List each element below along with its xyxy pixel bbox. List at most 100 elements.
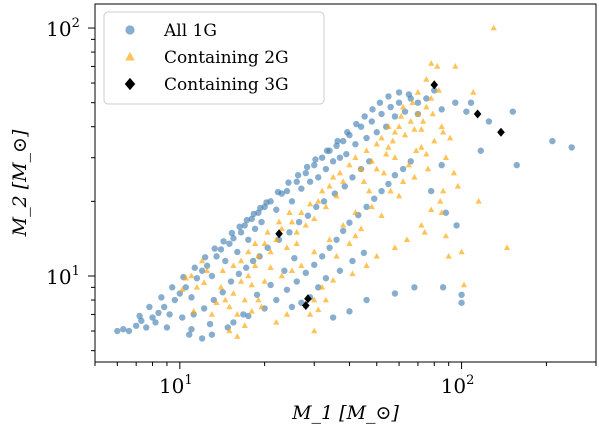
data-point xyxy=(423,76,430,82)
data-point xyxy=(203,267,211,274)
y-tick-exponent: 2 xyxy=(72,16,80,31)
data-point xyxy=(475,197,482,204)
x-tick-label: 102 xyxy=(441,373,475,398)
data-point xyxy=(411,173,418,180)
x-tick-base: 10 xyxy=(159,374,184,398)
data-point xyxy=(211,245,218,252)
data-point xyxy=(414,99,422,106)
data-point xyxy=(391,154,399,160)
data-point xyxy=(423,150,430,157)
legend-label: Containing 2G xyxy=(164,48,289,68)
data-point xyxy=(303,163,311,171)
data-point xyxy=(458,248,465,255)
data-point xyxy=(399,165,407,173)
data-point xyxy=(373,252,380,259)
data-point xyxy=(363,147,370,154)
x-tick-exponent: 2 xyxy=(466,373,474,388)
data-point xyxy=(399,178,407,185)
data-point xyxy=(294,171,302,179)
data-point xyxy=(281,267,288,274)
data-point xyxy=(385,144,392,150)
data-point xyxy=(240,311,247,318)
data-point xyxy=(326,236,333,243)
data-point xyxy=(322,274,330,282)
data-point xyxy=(241,296,248,303)
data-point xyxy=(395,192,403,199)
data-point xyxy=(286,209,293,215)
data-point xyxy=(230,235,237,242)
data-point xyxy=(198,267,206,274)
data-point xyxy=(421,228,428,235)
data-point xyxy=(418,221,425,228)
data-point xyxy=(458,291,465,298)
data-point xyxy=(273,296,280,304)
data-point xyxy=(243,216,251,224)
data-point xyxy=(430,80,439,90)
data-point xyxy=(306,200,314,207)
data-point xyxy=(219,289,226,296)
data-point xyxy=(333,236,340,243)
data-point xyxy=(248,281,255,288)
data-point xyxy=(385,93,392,100)
data-point xyxy=(261,278,268,284)
data-point xyxy=(311,215,318,222)
data-point xyxy=(470,88,477,95)
x-tick-exponent: 1 xyxy=(184,373,192,388)
data-point xyxy=(245,312,252,320)
data-point xyxy=(357,165,365,172)
data-point xyxy=(193,283,201,290)
data-point xyxy=(201,279,208,285)
data-point xyxy=(340,178,347,185)
data-point xyxy=(227,278,235,285)
data-point xyxy=(318,154,326,161)
data-point xyxy=(188,326,195,333)
data-point xyxy=(329,314,337,321)
data-point xyxy=(397,113,405,119)
data-point xyxy=(452,63,459,69)
data-point xyxy=(378,187,385,195)
data-point xyxy=(340,221,347,228)
data-point xyxy=(334,137,341,145)
data-point xyxy=(346,240,353,246)
data-point xyxy=(315,306,322,313)
data-point xyxy=(258,303,265,310)
data-point xyxy=(346,308,353,315)
data-point xyxy=(208,310,216,317)
data-point xyxy=(357,123,365,130)
data-point xyxy=(453,222,460,229)
data-point xyxy=(193,274,201,282)
data-point xyxy=(322,296,330,303)
data-point xyxy=(413,147,420,154)
data-point xyxy=(304,294,312,304)
data-point xyxy=(399,103,407,110)
data-point xyxy=(263,199,270,206)
data-point xyxy=(190,307,197,314)
y-tick-label: 101 xyxy=(46,264,80,289)
data-point xyxy=(329,276,337,283)
data-point xyxy=(346,161,353,168)
data-point xyxy=(143,324,150,331)
data-point xyxy=(257,204,264,212)
data-point xyxy=(333,252,340,259)
legend: All 1G Containing 2G Containing 3G xyxy=(103,11,325,105)
data-point xyxy=(391,113,399,120)
data-point xyxy=(302,221,309,228)
data-point xyxy=(311,161,318,169)
data-point xyxy=(437,197,444,204)
data-point xyxy=(497,127,505,137)
data-point xyxy=(366,187,373,194)
data-point xyxy=(293,240,300,246)
data-point xyxy=(275,229,283,239)
y-tick-base: 10 xyxy=(46,17,71,41)
data-point xyxy=(311,296,318,303)
data-point xyxy=(407,118,414,124)
data-point xyxy=(283,310,291,317)
data-point xyxy=(341,183,348,190)
data-point xyxy=(373,129,380,136)
data-point xyxy=(213,253,220,260)
data-point xyxy=(248,215,255,223)
data-point xyxy=(208,331,216,338)
data-point xyxy=(427,187,435,195)
legend-entry: Containing 2G xyxy=(125,48,289,68)
